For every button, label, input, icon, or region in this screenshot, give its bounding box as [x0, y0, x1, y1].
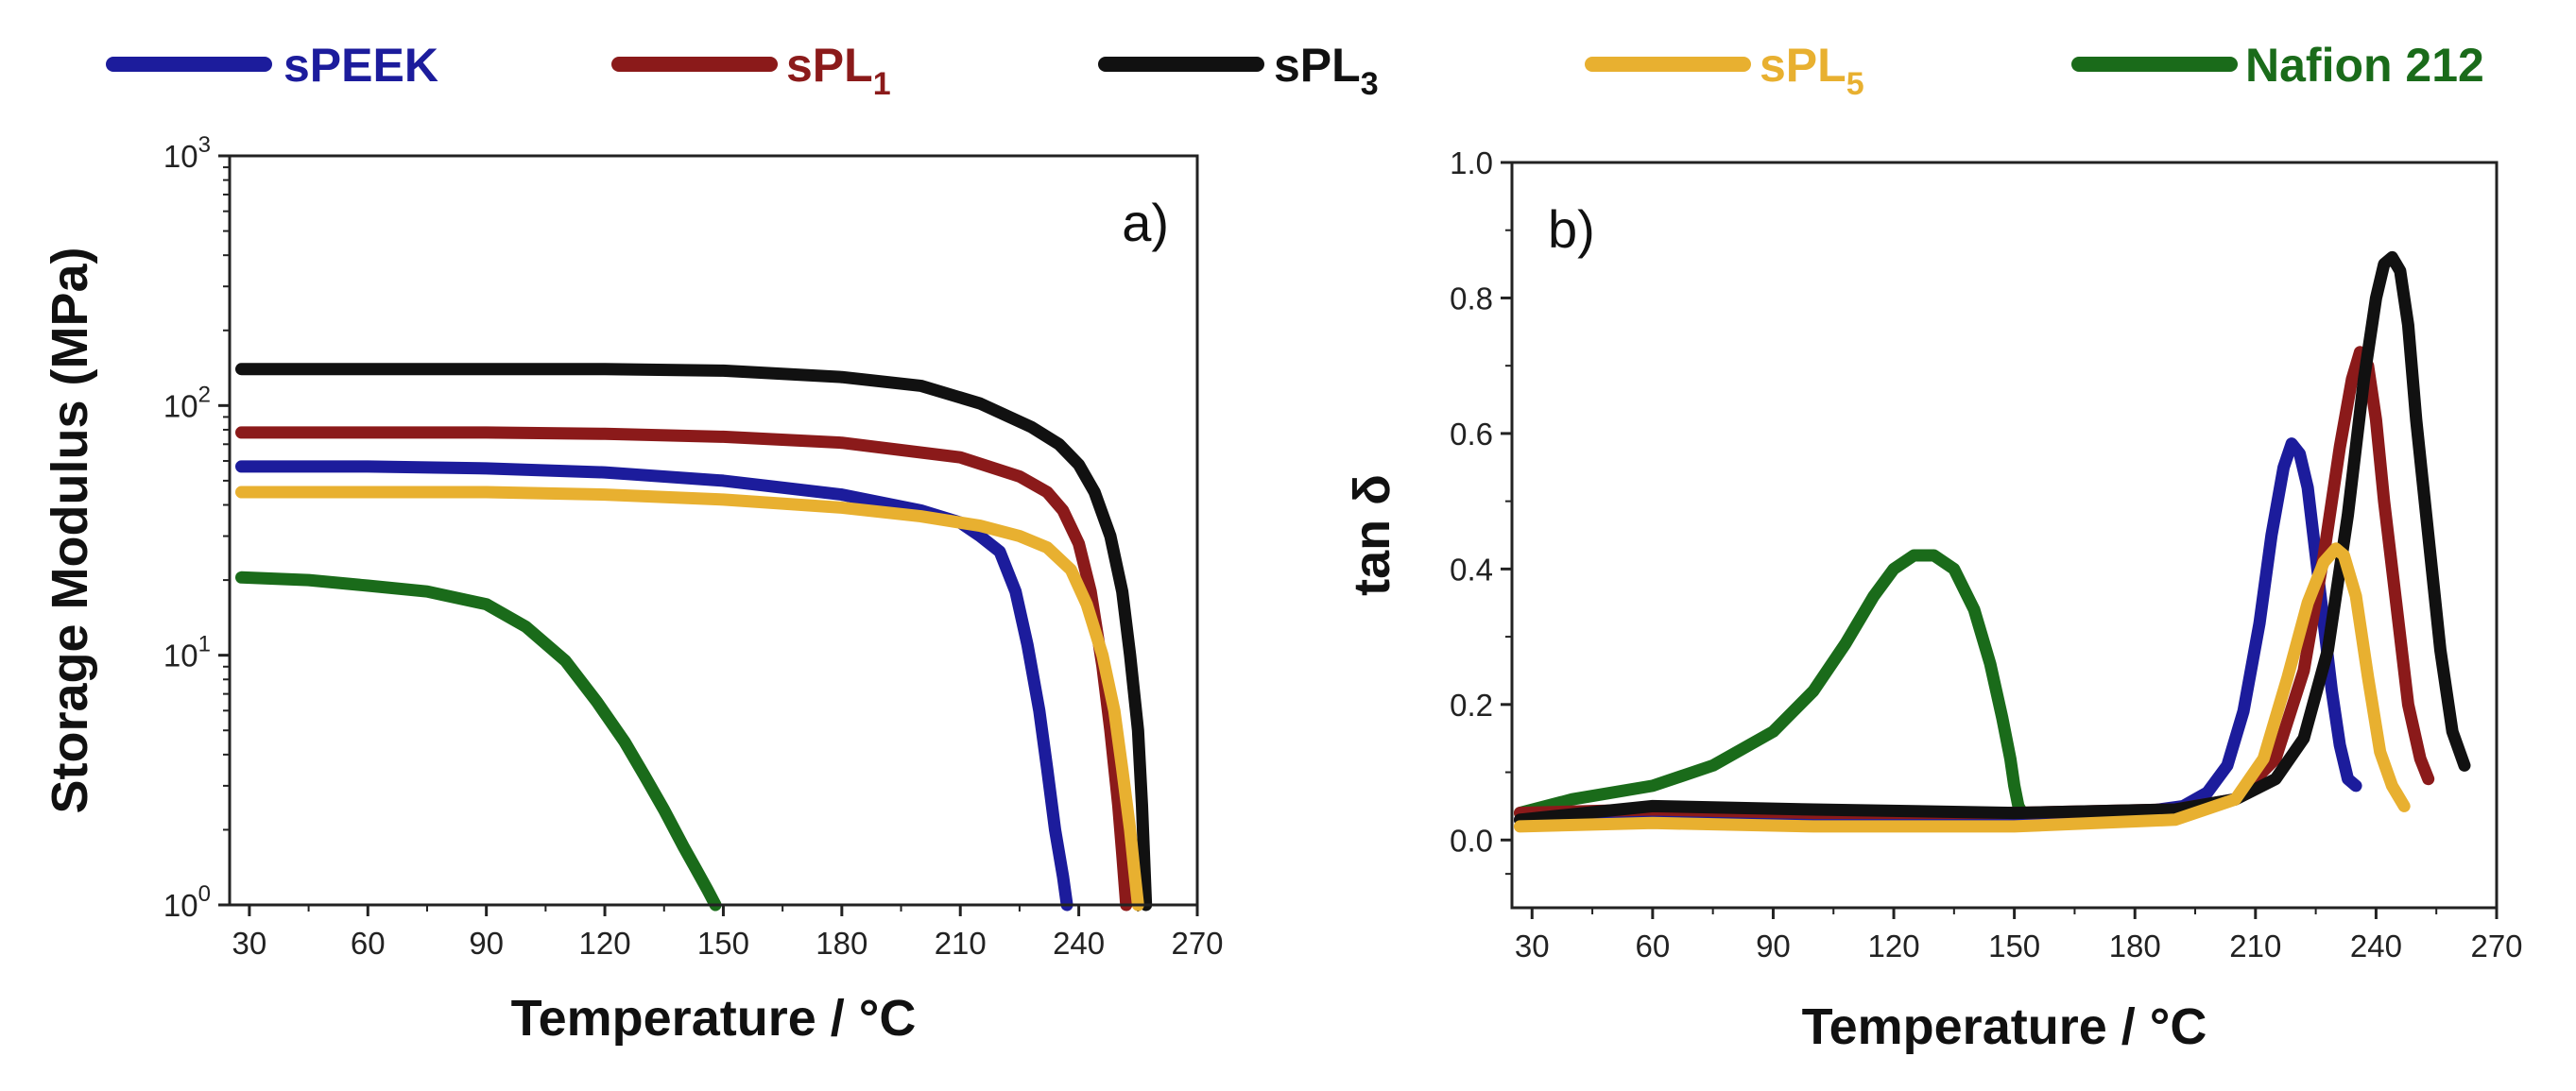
legend-entry-spl1[interactable]: sPL1 — [611, 39, 891, 102]
panel-b-plot-frame — [1510, 161, 2499, 910]
panel-b-series-nafion-212 — [1514, 549, 2029, 820]
legend: sPEEK sPL1 sPL3 sPL5 Nafion 212 — [106, 39, 2484, 102]
panel-b-ticks: 30 60 90 120 150 180 210 240 270 0.0 0.2 0.4 0.6 0.8 1… — [1450, 145, 2522, 963]
panel-a-x-tick-label-120: 120 — [579, 926, 631, 961]
panel-a-y-axis-title: Storage Modulus (MPa) — [42, 247, 98, 813]
panel-b-x-tick-label-210: 210 — [2229, 929, 2281, 963]
legend-entry-spl3[interactable]: sPL3 — [1098, 39, 1379, 102]
panel-b-series-spl1 — [1514, 346, 2435, 820]
panel-b-x-tick-label-30: 30 — [1515, 929, 1550, 963]
panel-b-y-tick-label: 0.0 — [1450, 823, 1493, 858]
panel-a-y-tick-label: 101 — [163, 632, 211, 673]
panel-b-tan-delta: 30 60 90 120 150 180 210 240 270 0.0 0.2 0.4 0.6 0.8 1… — [1344, 145, 2523, 1055]
panel-b-x-tick-label-270: 270 — [2470, 929, 2522, 963]
panel-b-y-tick-label: 0.8 — [1450, 281, 1493, 315]
panel-b-series — [1514, 250, 2471, 833]
panel-a-x-tick-label-210: 210 — [935, 926, 987, 961]
panel-b-x-tick-label-90: 90 — [1756, 929, 1791, 963]
panel-a-x-axis-title: Temperature / °C — [511, 990, 917, 1047]
panel-a-series-speek — [235, 460, 1073, 912]
legend-label-spl1: sPL1 — [786, 39, 891, 102]
panel-a-y-tick-label: 102 — [163, 382, 211, 423]
panel-a-label: a) — [1122, 193, 1169, 252]
panel-b-series-speek — [1514, 437, 2362, 827]
panel-a-x-tick-label-30: 30 — [232, 926, 267, 961]
panel-b-x-axis-title: Temperature / °C — [1802, 998, 2207, 1055]
panel-a-series-spl5 — [235, 486, 1144, 912]
panel-a-x-tick-label-60: 60 — [351, 926, 386, 961]
panel-a-plot-frame — [228, 154, 1199, 907]
panel-a-series — [235, 363, 1153, 912]
legend-entry-speek[interactable]: sPEEK — [106, 39, 438, 92]
legend-entry-spl5[interactable]: sPL5 — [1585, 39, 1864, 102]
panel-a-series-spl3 — [235, 363, 1153, 912]
panel-b-x-tick-label-240: 240 — [2350, 929, 2402, 963]
panel-b-x-tick-label-150: 150 — [1988, 929, 2040, 963]
panel-b-series-spl3 — [1514, 250, 2471, 827]
legend-label-nafion: Nafion 212 — [2245, 39, 2484, 92]
panel-b-label: b) — [1548, 199, 1595, 259]
panel-b-y-tick-label: 0.6 — [1450, 417, 1493, 452]
panel-a-x-tick-label-270: 270 — [1171, 926, 1223, 961]
legend-entry-nafion[interactable]: Nafion 212 — [2071, 39, 2484, 92]
panel-a-x-tick-label-150: 150 — [697, 926, 749, 961]
panel-a-x-tick-label-240: 240 — [1053, 926, 1105, 961]
panel-b-y-tick-label: 0.4 — [1450, 552, 1493, 587]
panel-a-series-spl1 — [235, 426, 1133, 912]
panel-b-x-tick-label-120: 120 — [1868, 929, 1920, 963]
panel-a-y-tick-label: 103 — [163, 132, 211, 174]
panel-b-y-tick-label: 1.0 — [1450, 145, 1493, 180]
panel-a-series-nafion-212 — [235, 571, 722, 912]
panel-a-x-tick-label-90: 90 — [469, 926, 504, 961]
panel-b-y-tick-label: 0.2 — [1450, 688, 1493, 723]
panel-b-x-tick-label-60: 60 — [1635, 929, 1670, 963]
panel-b-series-spl5 — [1514, 542, 2411, 833]
panel-a-ticks: 30 60 90 120 150 180 210 240 270 100 101 102 103 — [163, 132, 1224, 961]
panel-a-x-tick-label-180: 180 — [816, 926, 867, 961]
panel-b-y-axis-title: tan δ — [1344, 474, 1400, 596]
legend-label-spl5: sPL5 — [1760, 39, 1864, 102]
legend-label-speek: sPEEK — [283, 39, 438, 92]
panel-a-y-tick-label: 100 — [163, 881, 211, 923]
legend-label-spl3: sPL3 — [1274, 39, 1379, 102]
panel-b-x-tick-label-180: 180 — [2109, 929, 2161, 963]
